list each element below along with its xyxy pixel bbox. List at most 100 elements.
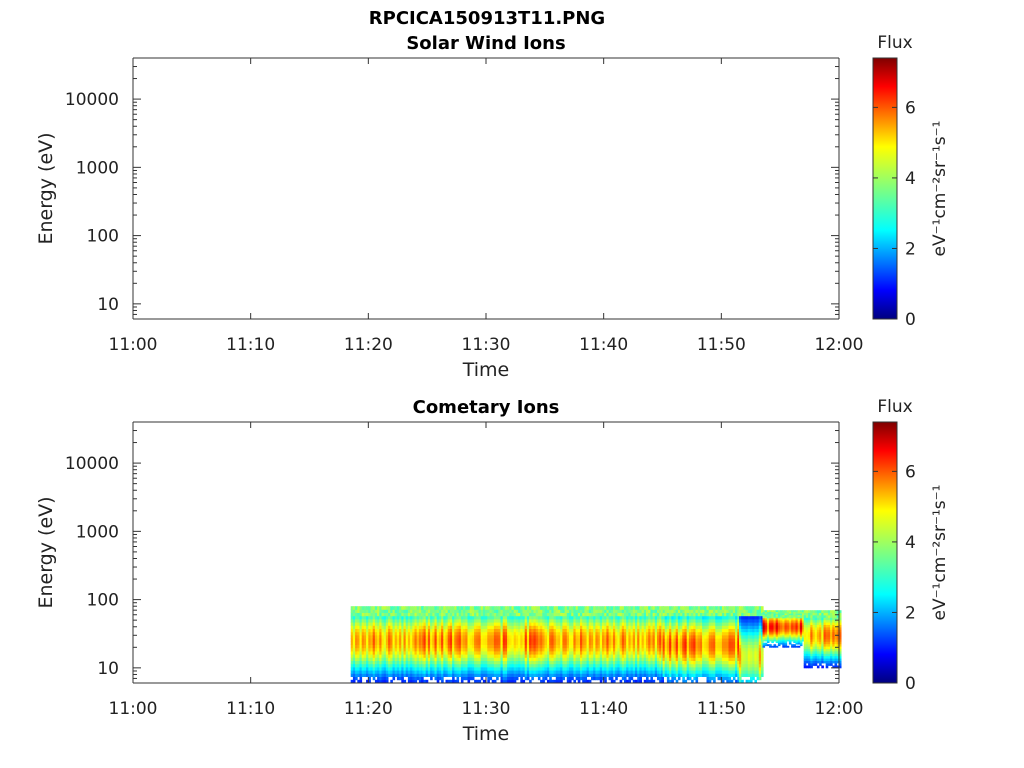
flux-cell bbox=[418, 657, 422, 661]
flux-cell bbox=[381, 625, 385, 629]
flux-cell bbox=[482, 654, 486, 658]
flux-cell bbox=[652, 631, 656, 636]
flux-cell bbox=[628, 651, 631, 655]
flux-cell bbox=[608, 612, 612, 617]
flux-cell bbox=[643, 651, 647, 655]
flux-cell bbox=[577, 660, 581, 665]
flux-cell bbox=[526, 622, 530, 626]
flux-cell bbox=[513, 679, 517, 684]
flux-cell bbox=[646, 631, 649, 636]
flux-cell bbox=[730, 635, 734, 639]
flux-cell bbox=[537, 615, 541, 620]
flux-cell bbox=[580, 663, 583, 668]
flux-cell bbox=[737, 606, 740, 610]
flux-cell bbox=[524, 676, 528, 681]
flux-cell bbox=[460, 612, 464, 617]
flux-cell bbox=[372, 657, 376, 661]
flux-cell bbox=[613, 628, 616, 633]
flux-cell bbox=[377, 667, 380, 671]
flux-cell bbox=[372, 654, 376, 658]
flux-cell bbox=[502, 628, 506, 633]
flux-cell bbox=[737, 673, 740, 677]
flux-cell bbox=[434, 609, 438, 613]
spectrogram-data bbox=[350, 606, 842, 684]
flux-cell bbox=[750, 644, 753, 649]
flux-cell bbox=[518, 609, 521, 613]
flux-cell bbox=[500, 647, 504, 652]
flux-cell bbox=[571, 647, 574, 652]
flux-cell bbox=[416, 670, 420, 674]
flux-cell bbox=[646, 619, 649, 623]
flux-cell bbox=[577, 615, 581, 620]
flux-cell bbox=[593, 647, 596, 652]
flux-cell bbox=[558, 619, 561, 623]
flux-cell bbox=[702, 657, 705, 661]
flux-cell bbox=[766, 634, 770, 637]
flux-cell bbox=[654, 631, 658, 636]
flux-cell bbox=[580, 612, 583, 617]
flux-cell bbox=[427, 638, 431, 642]
flux-cell bbox=[743, 647, 746, 652]
flux-cell bbox=[626, 667, 629, 671]
flux-cell bbox=[498, 654, 501, 658]
flux-cell bbox=[619, 651, 623, 655]
flux-cell bbox=[368, 641, 371, 645]
flux-cell bbox=[553, 635, 557, 639]
flux-cell bbox=[383, 644, 387, 649]
flux-cell bbox=[403, 673, 407, 677]
flux-cell bbox=[747, 615, 751, 620]
flux-cell bbox=[410, 660, 413, 665]
flux-cell bbox=[537, 660, 541, 665]
flux-cell bbox=[766, 622, 770, 625]
flux-cell bbox=[615, 641, 618, 645]
flux-cell bbox=[782, 613, 785, 616]
flux-cell bbox=[547, 628, 550, 633]
flux-cell bbox=[379, 609, 382, 613]
flux-cell bbox=[597, 654, 601, 658]
flux-cell bbox=[366, 635, 369, 639]
flux-cell bbox=[412, 667, 415, 671]
flux-cell bbox=[350, 635, 354, 639]
flux-cell bbox=[522, 638, 526, 642]
flux-cell bbox=[664, 638, 668, 642]
flux-cell bbox=[715, 631, 718, 636]
flux-cell bbox=[564, 657, 568, 661]
flux-cell bbox=[580, 638, 583, 642]
flux-cell bbox=[533, 670, 537, 674]
flux-cell bbox=[591, 612, 594, 617]
flux-cell bbox=[677, 619, 681, 623]
flux-cell bbox=[675, 673, 679, 677]
flux-cell bbox=[407, 673, 411, 677]
flux-cell bbox=[737, 619, 740, 623]
flux-cell bbox=[509, 676, 512, 681]
flux-cell bbox=[390, 631, 393, 636]
flux-cell bbox=[730, 619, 734, 623]
flux-cell bbox=[498, 657, 501, 661]
flux-cell bbox=[489, 622, 493, 626]
flux-cell bbox=[355, 638, 358, 642]
flux-cell bbox=[533, 647, 537, 652]
flux-cell bbox=[443, 619, 446, 623]
flux-cell bbox=[540, 619, 543, 623]
flux-cell bbox=[610, 667, 614, 671]
flux-cell bbox=[540, 651, 543, 655]
flux-cell bbox=[659, 673, 662, 677]
flux-cell bbox=[610, 647, 614, 652]
flux-cell bbox=[547, 635, 550, 639]
flux-cell bbox=[522, 660, 526, 665]
flux-cell bbox=[547, 657, 550, 661]
flux-cell bbox=[374, 615, 378, 620]
flux-cell bbox=[588, 647, 592, 652]
flux-cell bbox=[664, 631, 668, 636]
flux-cell bbox=[602, 609, 605, 613]
flux-cell bbox=[518, 641, 521, 645]
flux-cell bbox=[686, 606, 690, 610]
flux-cell bbox=[762, 627, 766, 630]
flux-cell bbox=[399, 660, 402, 665]
flux-cell bbox=[675, 657, 679, 661]
flux-cell bbox=[662, 660, 666, 665]
flux-cell bbox=[761, 647, 764, 652]
flux-cell bbox=[675, 638, 679, 642]
flux-cell bbox=[405, 663, 409, 668]
